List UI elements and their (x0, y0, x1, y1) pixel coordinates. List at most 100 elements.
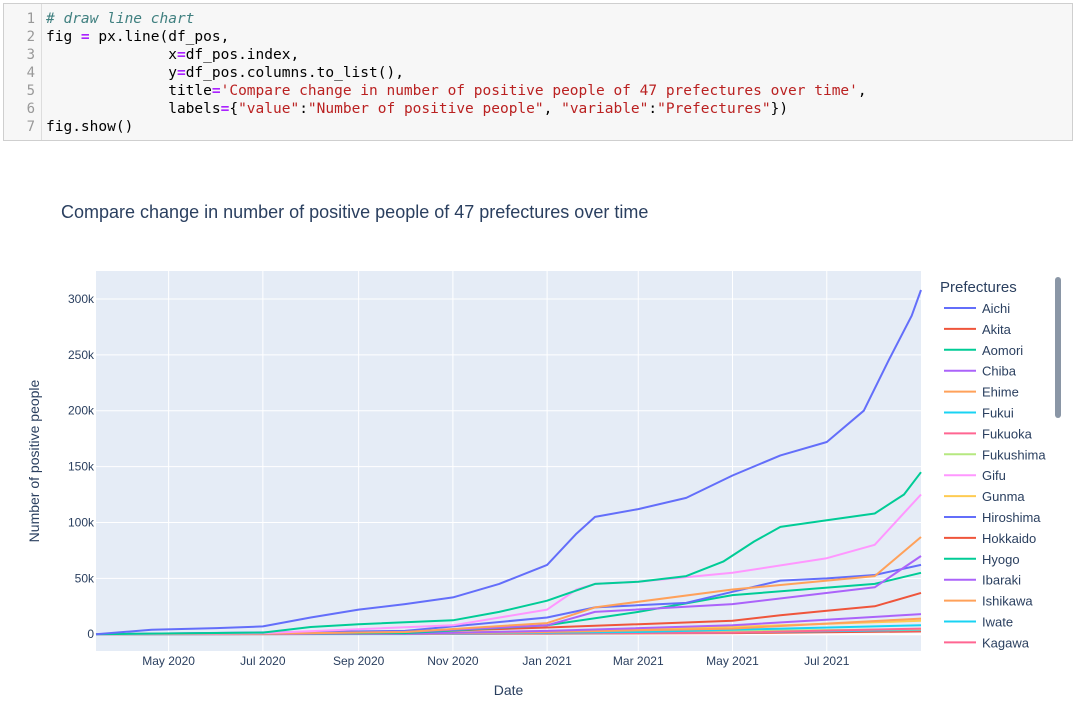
legend-item-hokkaido[interactable]: Hokkaido (944, 531, 1036, 546)
legend-label: Aomori (982, 343, 1023, 358)
line-chart[interactable]: Compare change in number of positive peo… (0, 160, 1078, 699)
code-token: "Number of positive people" (307, 101, 544, 117)
code-token: = (80, 29, 90, 45)
code-token: = (176, 47, 186, 63)
code-token: px.line(df_pos, (89, 29, 230, 45)
legend-item-aichi[interactable]: Aichi (944, 301, 1010, 316)
legend-label: Kagawa (982, 635, 1030, 650)
legend-label: Ibaraki (982, 573, 1021, 588)
legend-item-ehime[interactable]: Ehime (944, 385, 1019, 400)
legend-item-iwate[interactable]: Iwate (944, 615, 1013, 630)
legend[interactable]: Aichi Akita Aomori Chiba Ehime Fukui Fukuoka Fu… (944, 301, 1046, 650)
legend-label: Hiroshima (982, 510, 1041, 525)
series-line-hyogo[interactable] (95, 571, 922, 636)
legend-label: Hyogo (982, 552, 1020, 567)
line-number: 7 (26, 119, 35, 135)
legend-item-chiba[interactable]: Chiba (944, 364, 1017, 379)
legend-item-akita[interactable]: Akita (944, 322, 1012, 337)
series-line-aichi[interactable] (95, 289, 922, 636)
legend-scrollbar[interactable] (1055, 277, 1061, 418)
x-tick-label: Mar 2021 (613, 654, 664, 668)
y-tick-label: 150k (68, 460, 95, 474)
legend-item-gifu[interactable]: Gifu (944, 468, 1006, 483)
y-axis-ticks: 0 50k 100k 150k 200k 250k 300k (68, 292, 95, 641)
y-tick-label: 300k (68, 292, 95, 306)
legend-item-fukushima[interactable]: Fukushima (944, 447, 1046, 462)
code-token: }) (770, 101, 789, 117)
line-number: 6 (26, 101, 35, 117)
line-number: 3 (26, 47, 35, 63)
line-number: 4 (26, 65, 35, 81)
legend-label: Fukuoka (982, 426, 1033, 441)
code-token: : (299, 101, 308, 117)
code-token: df_pos.index, (185, 47, 300, 63)
x-tick-label: May 2020 (142, 654, 195, 668)
x-axis-label: Date (494, 682, 524, 698)
line-number: 5 (26, 83, 35, 99)
legend-item-fukui[interactable]: Fukui (944, 406, 1014, 421)
code-token: : (648, 101, 658, 117)
code-line: x=df_pos.index, (46, 46, 867, 64)
code-token: "value" (238, 101, 300, 117)
legend-label: Hokkaido (982, 531, 1036, 546)
line-number: 2 (26, 29, 35, 45)
legend-label: Iwate (982, 615, 1013, 630)
line-number: 1 (26, 11, 35, 27)
legend-title: Prefectures (940, 279, 1017, 296)
y-tick-label: 200k (68, 404, 95, 418)
legend-item-ishikawa[interactable]: Ishikawa (944, 594, 1033, 609)
x-tick-label: Jul 2020 (240, 654, 286, 668)
line-number-gutter: 1 2 3 4 5 6 7 (4, 4, 42, 140)
legend-item-gunma[interactable]: Gunma (944, 489, 1025, 504)
x-tick-label: Sep 2020 (333, 654, 385, 668)
x-tick-label: May 2021 (706, 654, 759, 668)
code-line: fig = px.line(df_pos, (46, 28, 867, 46)
y-tick-label: 50k (75, 571, 95, 585)
y-tick-label: 0 (87, 627, 94, 641)
code-token: { (229, 101, 239, 117)
legend-label: Fukui (982, 406, 1014, 421)
code-line: fig.show() (46, 118, 867, 136)
x-tick-label: Jan 2021 (522, 654, 572, 668)
legend-item-ibaraki[interactable]: Ibaraki (944, 573, 1021, 588)
code-token: , (543, 101, 562, 117)
code-line: y=df_pos.columns.to_list(), (46, 64, 867, 82)
series-line-aomori[interactable] (95, 471, 922, 636)
grid-lines (96, 271, 921, 651)
code-token: fig (46, 29, 81, 45)
code-token: "Prefectures" (657, 101, 771, 117)
legend-label: Aichi (982, 301, 1010, 316)
legend-item-aomori[interactable]: Aomori (944, 343, 1023, 358)
x-axis-ticks: May 2020 Jul 2020 Sep 2020 Nov 2020 Jan 2021… (142, 654, 850, 668)
code-token: labels (46, 101, 221, 117)
legend-label: Gunma (982, 489, 1025, 504)
series-lines (95, 289, 922, 636)
legend-item-fukuoka[interactable]: Fukuoka (944, 426, 1033, 441)
code-line: labels={"value":"Number of positive peop… (46, 100, 867, 118)
code-token: # draw line chart (46, 11, 195, 27)
legend-item-hiroshima[interactable]: Hiroshima (944, 510, 1041, 525)
legend-item-hyogo[interactable]: Hyogo (944, 552, 1020, 567)
code-token: , (857, 83, 867, 99)
code-token: df_pos.columns.to_list(), (185, 65, 404, 81)
chart-title: Compare change in number of positive peo… (61, 202, 648, 222)
legend-label: Ishikawa (982, 594, 1033, 609)
code-editor[interactable]: # draw line chart fig = px.line(df_pos, x… (46, 10, 867, 136)
code-token: y (46, 65, 177, 81)
legend-item-kagawa[interactable]: Kagawa (944, 635, 1030, 650)
series-line-ehime[interactable] (95, 536, 922, 636)
plot-area[interactable] (96, 271, 921, 651)
code-token: = (220, 101, 230, 117)
legend-label: Akita (982, 322, 1012, 337)
legend-label: Chiba (982, 364, 1017, 379)
code-token: fig.show() (46, 119, 134, 135)
code-line: # draw line chart (46, 10, 867, 28)
x-tick-label: Jul 2021 (804, 654, 850, 668)
legend-label: Gifu (982, 468, 1006, 483)
y-axis-label: Number of positive people (26, 379, 42, 542)
chart-output: Compare change in number of positive peo… (0, 160, 1078, 699)
y-tick-label: 100k (68, 515, 95, 529)
code-token: = (211, 83, 221, 99)
series-line-hiroshima[interactable] (95, 563, 922, 636)
